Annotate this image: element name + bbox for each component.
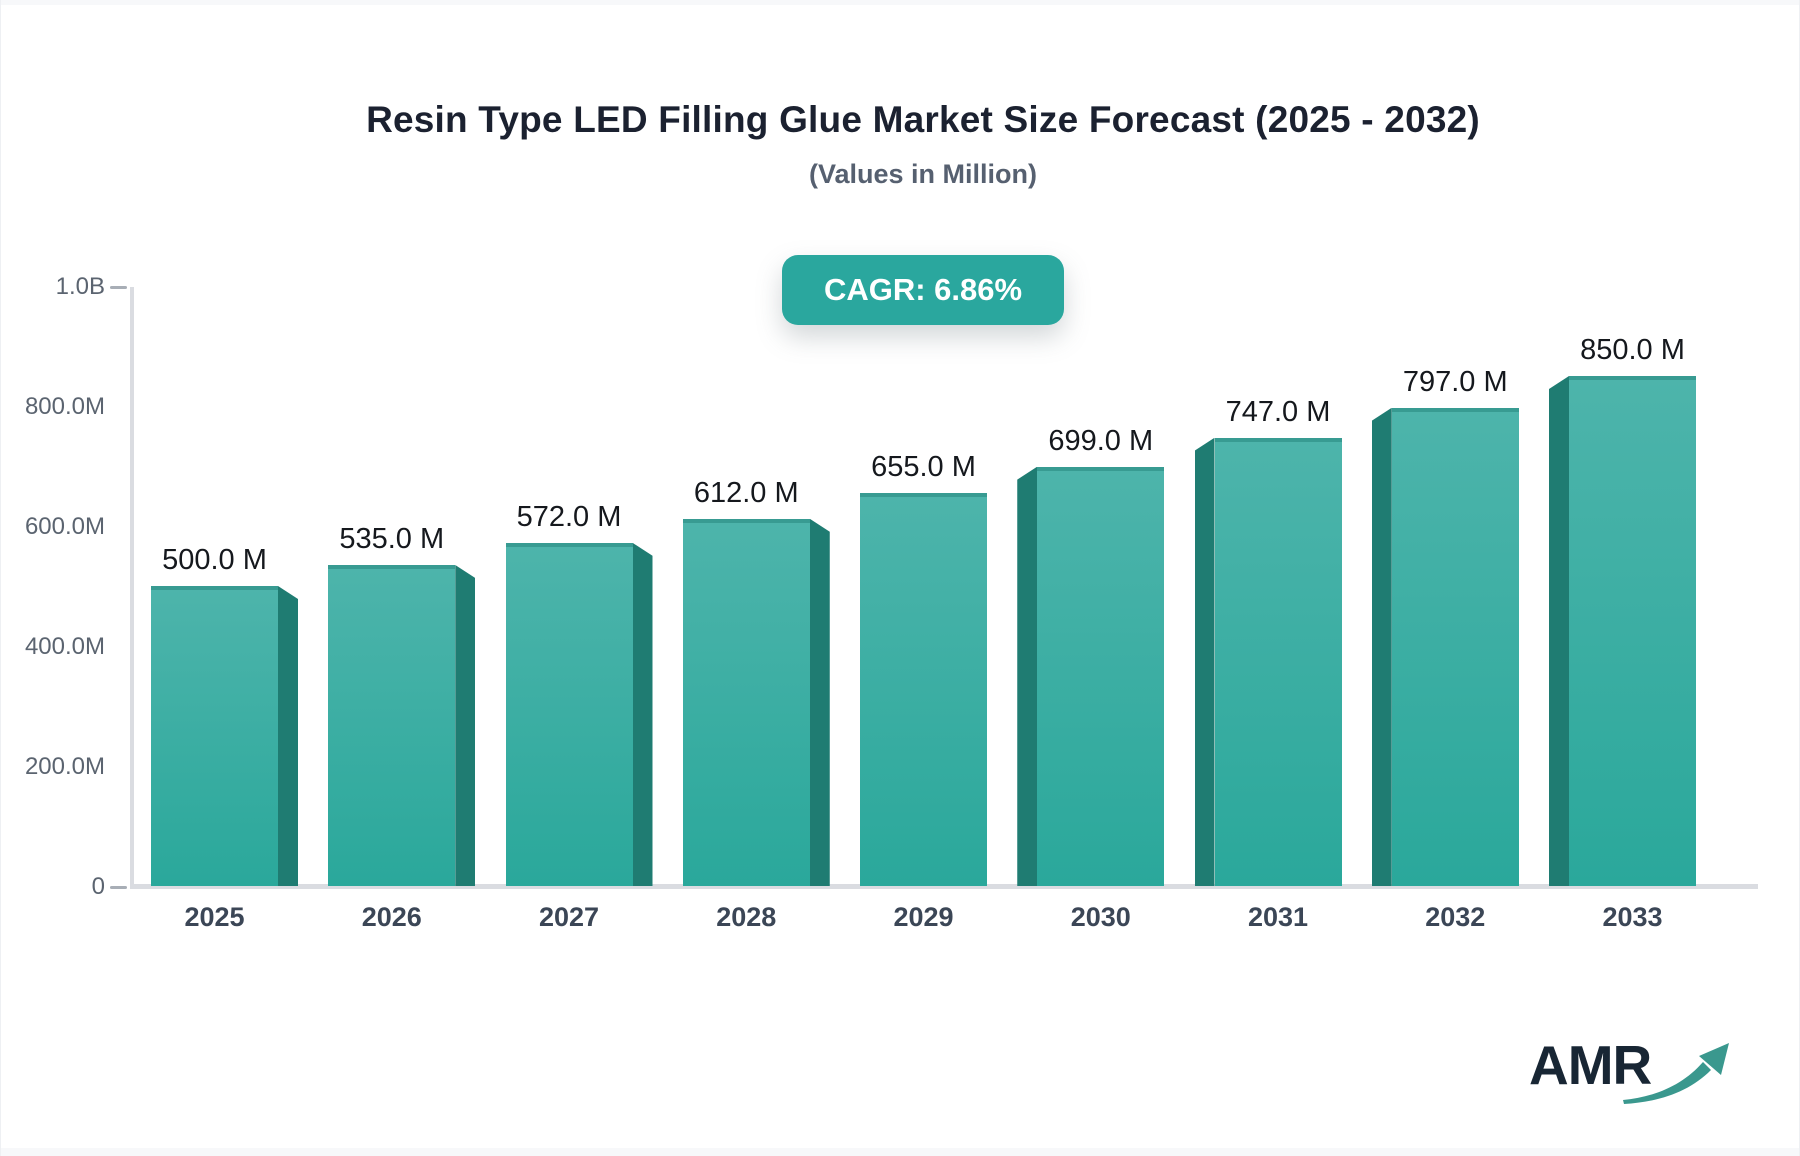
- x-tick-label-2025: 2025: [184, 902, 245, 932]
- bar-3d-side-face: [1194, 437, 1215, 886]
- cagr-badge: CAGR: 6.86%: [781, 255, 1065, 325]
- bar-3d-side-face: [809, 518, 830, 886]
- bar-value-label: 655.0 M: [871, 451, 976, 483]
- x-tick-label-2031: 2031: [1247, 902, 1309, 932]
- bar-value-label: 500.0 M: [162, 544, 267, 576]
- x-axis-baseline: [130, 884, 1758, 889]
- y-tick-label: 600.0M: [24, 513, 105, 540]
- chart-title: Resin Type LED Filling Glue Market Size …: [366, 99, 1480, 140]
- y-tick-mark: [110, 886, 127, 889]
- bar-value-label: 699.0 M: [1048, 424, 1154, 457]
- y-tick-mark: [110, 286, 127, 289]
- y-tick-label: 400.0M: [24, 633, 105, 660]
- bar-2026: [328, 565, 456, 886]
- bar-3d-side-face: [278, 586, 298, 886]
- x-tick-label-2030: 2030: [1070, 902, 1131, 932]
- bar-2029: [860, 493, 987, 886]
- bar-value-label: 612.0 M: [693, 476, 799, 509]
- x-tick-label-2028: 2028: [716, 902, 777, 932]
- cagr-badge-row: CAGR: 6.86%: [134, 255, 1712, 325]
- bar-2032: [1391, 407, 1519, 886]
- y-tick-label: 0: [91, 873, 105, 900]
- bar-2033: [1569, 376, 1696, 886]
- bar-3d-side-face: [1371, 407, 1392, 886]
- y-tick-label: 200.0M: [24, 753, 105, 780]
- y-axis-line: [130, 287, 134, 888]
- chart-subtitle: (Values in Million): [808, 159, 1038, 189]
- bar-value-label: 535.0 M: [339, 523, 445, 555]
- bar-value-label: 797.0 M: [1402, 365, 1508, 398]
- bar-value-label: 572.0 M: [516, 500, 622, 533]
- bar-3d-side-face: [455, 565, 476, 886]
- x-tick-label-2029: 2029: [893, 902, 954, 932]
- x-tick-label-2027: 2027: [538, 902, 600, 932]
- bar-3d-side-face: [1549, 376, 1569, 886]
- bar-2027: [505, 542, 633, 886]
- bar-3d-side-face: [632, 542, 653, 886]
- bar-value-label: 850.0 M: [1580, 334, 1685, 366]
- growth-arrow-icon: [1623, 1043, 1729, 1104]
- x-tick-label-2033: 2033: [1602, 902, 1663, 932]
- y-tick-label: 800.0M: [24, 393, 105, 420]
- bar-2030: [1037, 466, 1165, 886]
- amr-logo-text: AMR: [1529, 1034, 1652, 1096]
- x-tick-label-2026: 2026: [361, 902, 422, 932]
- y-tick-label: 1.0B: [55, 273, 105, 300]
- card-bottom-edge: [1, 1148, 1799, 1156]
- amr-logo: AMR: [1529, 1032, 1779, 1122]
- bar-2028: [682, 518, 810, 886]
- bar-2025: [151, 586, 278, 886]
- card-top-edge: [1, 0, 1799, 5]
- x-tick-label-2032: 2032: [1425, 902, 1486, 932]
- bar-value-label: 747.0 M: [1225, 395, 1331, 428]
- bar-2031: [1214, 437, 1342, 886]
- bar-3d-side-face: [1017, 466, 1038, 886]
